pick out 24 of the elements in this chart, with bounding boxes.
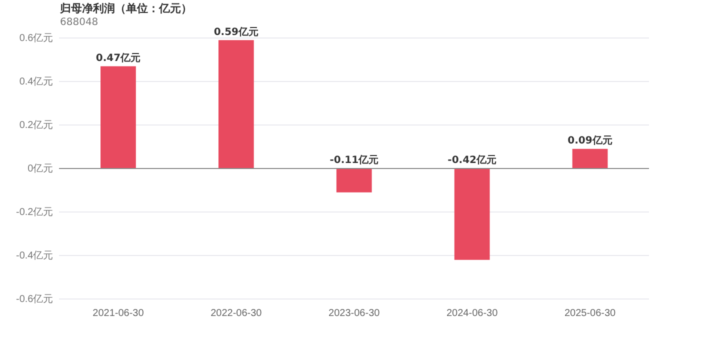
y-tick-label: 0.2亿元 — [19, 120, 54, 131]
bar — [100, 66, 136, 168]
chart-title: 归母净利润（单位：亿元） — [60, 1, 192, 16]
y-tick-label: 0亿元 — [28, 163, 54, 174]
chart-subtitle: 688048 — [60, 17, 98, 28]
bar — [454, 169, 490, 260]
y-tick-label: -0.6亿元 — [16, 294, 54, 305]
bar — [572, 148, 608, 168]
x-tick-label: 2025-06-30 — [564, 308, 616, 319]
y-tick-label: -0.2亿元 — [16, 206, 54, 218]
y-tick-label: 0.6亿元 — [19, 32, 54, 44]
data-label: 0.59亿元 — [214, 26, 259, 38]
x-tick-label: 2024-06-30 — [446, 308, 498, 319]
data-label: 0.47亿元 — [96, 52, 141, 64]
bar — [218, 40, 254, 168]
x-tick-label: 2022-06-30 — [210, 308, 262, 319]
x-tick-label: 2023-06-30 — [328, 308, 380, 319]
data-label: -0.11亿元 — [330, 154, 379, 166]
y-tick-label: 0.4亿元 — [19, 76, 54, 88]
x-tick-label: 2021-06-30 — [92, 308, 144, 319]
data-label: -0.42亿元 — [448, 154, 496, 166]
y-tick-label: -0.4亿元 — [16, 250, 54, 262]
bar — [336, 169, 372, 192]
data-label: 0.09亿元 — [568, 134, 612, 147]
